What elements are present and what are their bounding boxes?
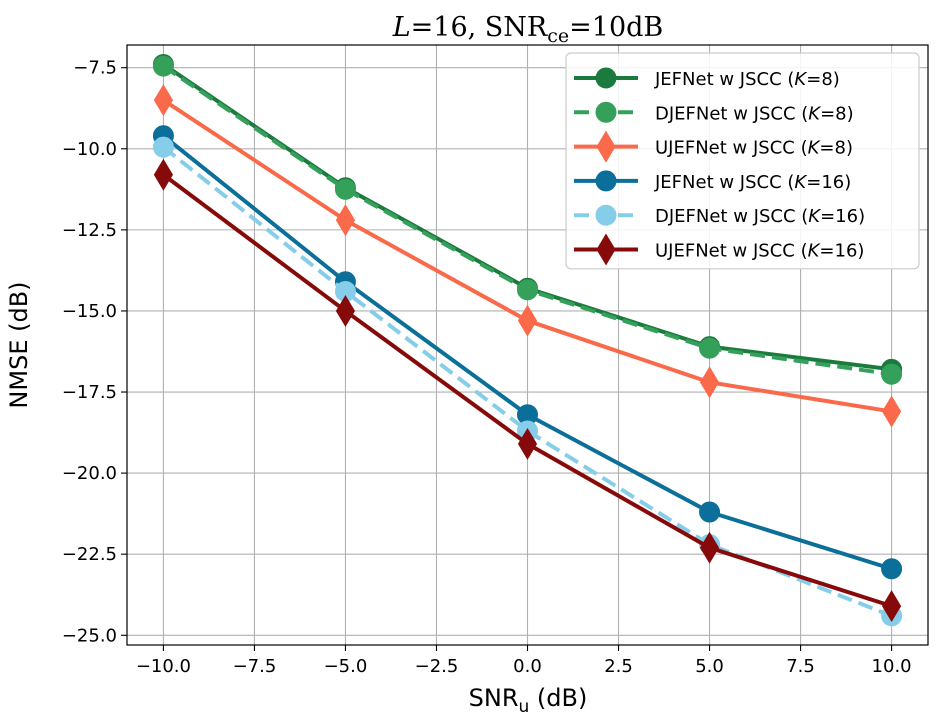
legend-swatch-marker xyxy=(595,170,617,192)
data-point xyxy=(152,55,174,77)
legend-label: JEFNet w JSCC (K=16) xyxy=(654,172,851,193)
y-tick-label: −12.5 xyxy=(62,220,117,241)
title-subscript: ce xyxy=(547,25,569,47)
legend-swatch-marker xyxy=(595,67,617,89)
legend-entry: JEFNet w JSCC (K=16) xyxy=(574,170,851,193)
data-point xyxy=(517,279,538,301)
legend-box xyxy=(565,52,920,270)
x-axis-label-main: SNR xyxy=(469,684,519,712)
x-axis-label-tail: (dB) xyxy=(529,684,587,712)
legend-label: UJEFNet w JSCC (K=8) xyxy=(655,138,853,159)
data-point xyxy=(699,366,720,399)
data-point xyxy=(517,427,538,460)
x-tick-label: 10.0 xyxy=(872,656,912,677)
y-axis-label: NMSE (dB) xyxy=(5,281,33,408)
data-point xyxy=(882,395,902,428)
data-point xyxy=(153,84,173,117)
series-2 xyxy=(153,84,902,428)
legend-label: DJEFNet w JSCC (K=16) xyxy=(655,206,865,227)
title-l-symbol: L xyxy=(392,12,411,43)
legend-entry: DJEFNet w JSCC (K=8) xyxy=(574,101,854,124)
y-tick-label: −10.0 xyxy=(62,139,117,160)
legend-swatch-marker xyxy=(595,204,617,226)
y-tick-label: −25.0 xyxy=(62,625,117,646)
plot-series xyxy=(152,53,903,627)
legend: JEFNet w JSCC (K=8) DJEFNet w JSCC (K=8) U… xyxy=(565,52,920,270)
series-line xyxy=(162,145,893,618)
legend-swatch-marker xyxy=(595,101,617,123)
x-tick-label: 2.5 xyxy=(604,656,633,677)
data-point xyxy=(335,294,356,327)
y-tick-label: −7.5 xyxy=(73,58,117,79)
data-point xyxy=(153,158,173,191)
legend-entry: UJEFNet w JSCC (K=8) xyxy=(574,130,853,163)
data-point xyxy=(699,501,721,523)
legend-entry: JEFNet w JSCC (K=8) xyxy=(574,67,840,90)
x-tick-label: −10.0 xyxy=(136,656,191,677)
series-5 xyxy=(153,158,902,623)
y-tick-label: −15.0 xyxy=(62,301,117,322)
y-tick-label: −22.5 xyxy=(62,544,117,565)
legend-entry: DJEFNet w JSCC (K=16) xyxy=(574,204,865,227)
data-point xyxy=(881,558,903,580)
chart-title: L=16, SNRce=10dB xyxy=(392,12,664,47)
x-axis-label: SNRu (dB) xyxy=(469,684,588,717)
x-tick-label: −5.0 xyxy=(324,656,368,677)
data-point xyxy=(881,363,903,385)
data-point xyxy=(334,178,356,200)
series-1 xyxy=(152,55,903,385)
title-l-value: =16, SNR xyxy=(411,12,548,43)
legend-label: UJEFNet w JSCC (K=16) xyxy=(655,241,864,262)
legend-entry: UJEFNet w JSCC (K=16) xyxy=(574,233,864,266)
y-tick-label: −17.5 xyxy=(62,382,117,403)
x-axis-ticks: −10.0 −7.5 −5.0 −2.5 0.0 2.5 5.0 7.5 10.0 xyxy=(136,645,912,677)
data-point xyxy=(699,337,721,359)
title-tail: =10dB xyxy=(569,12,663,43)
data-point xyxy=(517,304,538,337)
x-tick-label: −7.5 xyxy=(233,656,277,677)
y-axis-ticks: −7.5 −10.0 −12.5 −15.0 −17.5 −20.0 −22.5 −25.0 xyxy=(62,58,127,646)
legend-swatch-marker xyxy=(596,130,616,163)
data-point xyxy=(335,204,356,237)
y-tick-label: −20.0 xyxy=(62,463,117,484)
x-tick-label: 0.0 xyxy=(513,656,542,677)
x-tick-label: 7.5 xyxy=(786,656,815,677)
legend-label: DJEFNet w JSCC (K=8) xyxy=(655,103,854,124)
x-tick-label: 5.0 xyxy=(695,656,724,677)
x-axis-label-sub: u xyxy=(519,697,530,717)
legend-label: JEFNet w JSCC (K=8) xyxy=(654,69,840,90)
data-point xyxy=(152,136,174,158)
x-tick-label: −2.5 xyxy=(415,656,459,677)
data-point xyxy=(882,590,902,623)
data-point xyxy=(699,531,720,564)
legend-swatch-marker xyxy=(596,233,616,266)
